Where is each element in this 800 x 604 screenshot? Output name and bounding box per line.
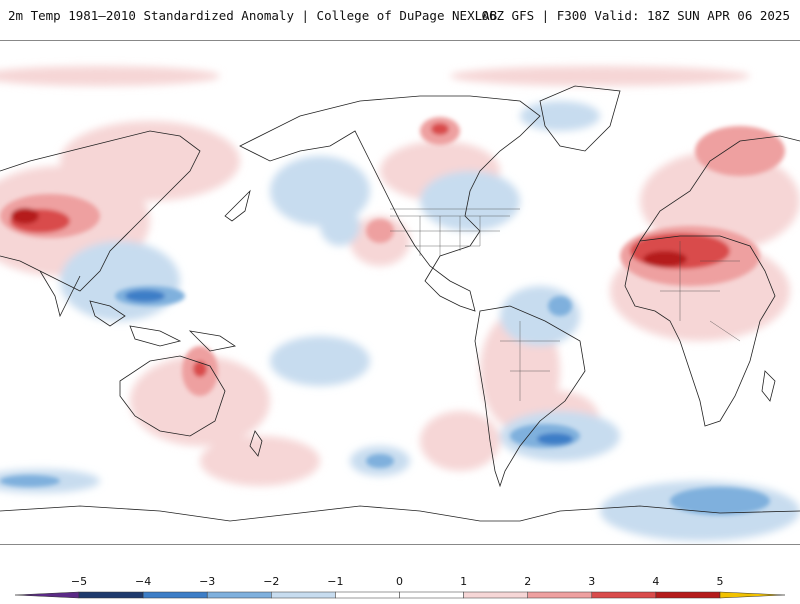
legend-segment (271, 591, 336, 599)
legend-segment (399, 591, 464, 599)
anomaly-map (0, 40, 800, 545)
legend-tick-label: −2 (263, 575, 279, 588)
legend-segment (206, 591, 272, 599)
legend-segment (527, 591, 593, 599)
color-scale-legend: −5 −4 −3 −2 −1 0 1 2 3 4 5 (0, 570, 800, 600)
legend-tick-label: −1 (327, 575, 343, 588)
legend-segment (78, 591, 144, 599)
legend-segment (142, 591, 208, 599)
legend-segment (335, 591, 400, 599)
legend-bar: −5 −4 −3 −2 −1 0 1 2 3 4 5 (14, 575, 786, 599)
legend-tick-label: −4 (135, 575, 151, 588)
map-canvas (0, 41, 800, 544)
political-boundaries (390, 208, 741, 401)
legend-tick-label: 2 (524, 575, 531, 588)
legend-tick-label: 0 (396, 575, 403, 588)
legend-segment (591, 591, 657, 599)
legend-tick-label: 4 (652, 575, 659, 588)
map-title: 2m Temp 1981–2010 Standardized Anomaly |… (8, 8, 498, 23)
legend-tick-label: 5 (717, 575, 724, 588)
legend-tick-label: 1 (460, 575, 467, 588)
legend-segment (463, 591, 528, 599)
legend-tick-label: 3 (588, 575, 595, 588)
legend-tick-label: −3 (199, 575, 215, 588)
header: 2m Temp 1981–2010 Standardized Anomaly |… (0, 0, 800, 28)
legend-segment (14, 591, 80, 599)
legend-segment (655, 591, 721, 599)
model-run-info: 06Z GFS | F300 Valid: 18Z SUN APR 06 202… (481, 8, 790, 23)
legend-segment (719, 591, 786, 599)
legend-tick-label: −5 (71, 575, 87, 588)
